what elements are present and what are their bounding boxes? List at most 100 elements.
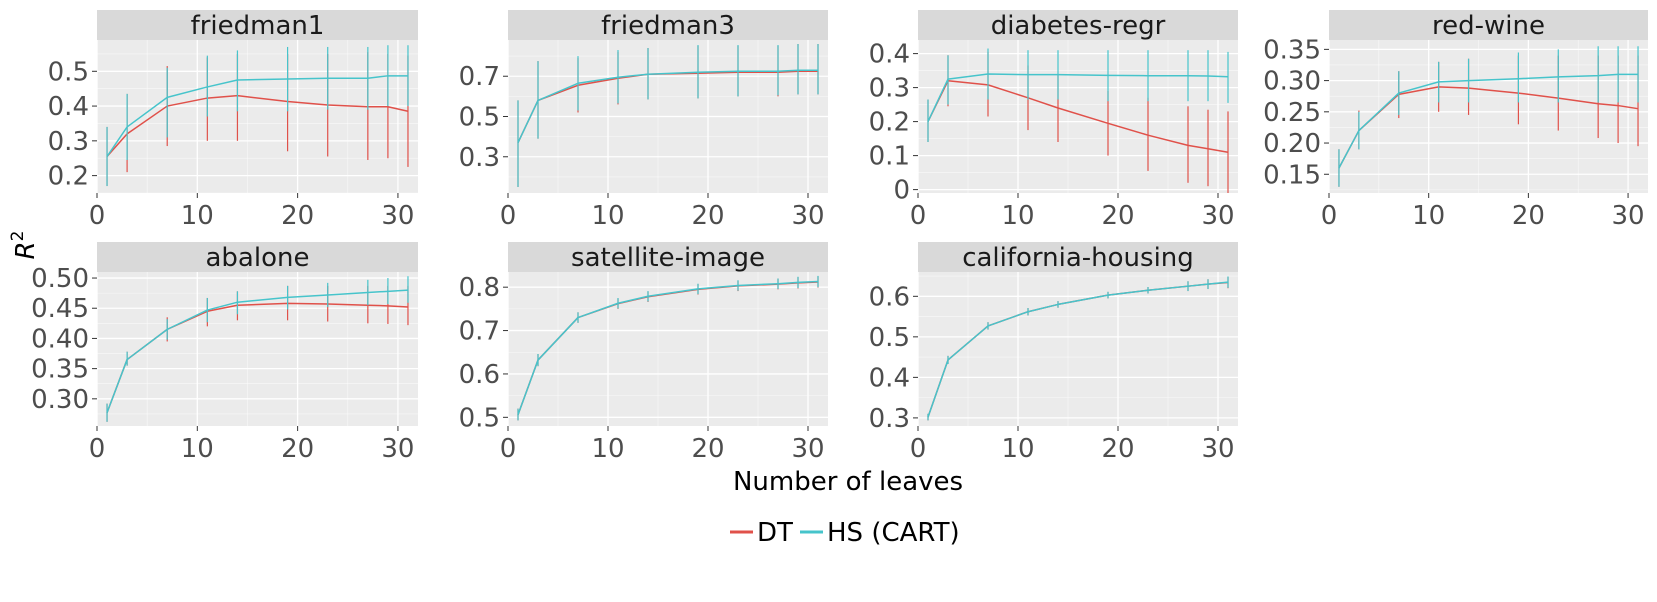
y-tick-label: 0.6 — [459, 360, 500, 390]
facet-strip — [97, 10, 418, 40]
facet-strip — [918, 10, 1238, 40]
panel-background — [97, 272, 418, 426]
series-line — [927, 80, 1229, 153]
y-tick-label: 0.30 — [31, 385, 89, 415]
y-tick-label: 0.3 — [459, 143, 500, 173]
y-tick-label: 0.35 — [31, 355, 89, 385]
x-tick-label: 0 — [1321, 201, 1338, 231]
x-tick-label: 0 — [89, 434, 106, 464]
series-line — [106, 75, 408, 157]
series-line — [927, 281, 1229, 418]
panel-background — [508, 272, 828, 426]
x-tick-label: 30 — [791, 434, 824, 464]
series-hs-cart — [927, 276, 1229, 421]
x-tick-label: 0 — [500, 434, 517, 464]
x-tick-label: 30 — [791, 201, 824, 231]
panel-background — [1329, 40, 1648, 193]
y-tick-label: 0.4 — [48, 92, 89, 122]
facet-title: friedman1 — [191, 11, 325, 41]
x-tick-label: 10 — [1001, 201, 1034, 231]
y-tick-label: 0.1 — [869, 142, 910, 172]
facet-title: satellite-image — [571, 243, 765, 273]
facet-panels: friedman1 0 10 20 30 0.2 0.3 0.4 0.5 friedman3 0 10… — [31, 10, 1648, 464]
legend: DT HS (CART) — [730, 518, 960, 548]
y-tick-label: 0.7 — [459, 317, 500, 347]
x-tick-label: 0 — [910, 201, 927, 231]
facet-california-housing: california-housing 0 10 20 30 0.3 0.4 0.5 0.6 — [869, 242, 1238, 464]
legend-label-dt: DT — [757, 518, 793, 548]
y-axis-title: R2 — [8, 231, 41, 260]
x-tick-label: 20 — [1512, 201, 1545, 231]
y-tick-label: 0.5 — [48, 57, 89, 87]
series-hs-cart — [517, 44, 819, 187]
y-tick-label: 0.4 — [869, 363, 910, 393]
series-hs-cart — [1338, 46, 1639, 187]
y-tick-label: 0.7 — [459, 62, 500, 92]
series-line — [1338, 73, 1639, 169]
series-dt — [927, 51, 1229, 193]
y-axis-title-symbol: R — [11, 241, 41, 259]
y-tick-label: 0 — [893, 176, 910, 206]
facet-strip — [508, 10, 828, 40]
y-tick-label: 0.3 — [869, 74, 910, 104]
series-hs-cart — [106, 276, 409, 422]
facet-title: diabetes-regr — [991, 11, 1166, 41]
facet-friedman1: friedman1 0 10 20 30 0.2 0.3 0.4 0.5 — [48, 10, 418, 231]
facet-satellite-image: satellite-image 0 10 20 30 0.5 0.6 0.7 0.8 — [459, 242, 828, 464]
facet-title: friedman3 — [601, 11, 735, 41]
y-tick-label: 0.35 — [1263, 35, 1321, 65]
x-tick-label: 10 — [1001, 434, 1034, 464]
x-tick-label: 20 — [691, 201, 724, 231]
legend-label-hs-cart: HS (CART) — [827, 518, 960, 548]
x-tick-label: 0 — [89, 201, 106, 231]
y-tick-label: 0.15 — [1263, 160, 1321, 190]
y-axis-title-superscript: 2 — [8, 231, 28, 242]
series-hs-cart — [106, 45, 409, 187]
x-tick-label: 20 — [1101, 201, 1134, 231]
series-line — [927, 73, 1229, 122]
x-tick-label: 0 — [910, 434, 927, 464]
facet-strip — [97, 242, 418, 272]
x-tick-label: 20 — [691, 434, 724, 464]
y-tick-label: 0.30 — [1263, 67, 1321, 97]
x-tick-label: 20 — [281, 434, 314, 464]
y-tick-label: 0.5 — [459, 403, 500, 433]
y-tick-label: 0.8 — [459, 273, 500, 303]
facet-title: california-housing — [962, 243, 1194, 273]
series-hs-cart — [517, 275, 819, 421]
facet-title: abalone — [206, 243, 310, 273]
x-tick-label: 10 — [591, 201, 624, 231]
x-tick-label: 30 — [1201, 201, 1234, 231]
x-tick-label: 30 — [381, 434, 414, 464]
y-tick-label: 0.6 — [869, 282, 910, 312]
panel-background — [97, 40, 418, 193]
series-line — [517, 69, 818, 143]
y-tick-label: 0.45 — [31, 294, 89, 324]
y-tick-label: 0.25 — [1263, 98, 1321, 128]
facet-title: red-wine — [1432, 11, 1545, 41]
y-tick-label: 0.5 — [869, 323, 910, 353]
y-tick-label: 0.40 — [31, 324, 89, 354]
y-tick-label: 0.3 — [48, 127, 89, 157]
x-tick-label: 20 — [1101, 434, 1134, 464]
y-tick-label: 0.50 — [31, 264, 89, 294]
y-tick-label: 0.20 — [1263, 129, 1321, 159]
series-hs-cart — [927, 48, 1229, 142]
x-tick-label: 10 — [1412, 201, 1445, 231]
y-tick-label: 0.4 — [869, 40, 910, 70]
facet-strip — [1329, 10, 1648, 40]
x-axis-title: Number of leaves — [733, 467, 963, 497]
panel-background — [918, 272, 1238, 426]
y-tick-label: 0.2 — [869, 108, 910, 138]
x-tick-label: 30 — [1201, 434, 1234, 464]
facet-friedman3: friedman3 0 10 20 30 0.3 0.5 0.7 — [459, 10, 828, 231]
series-line — [106, 289, 409, 413]
facet-strip — [918, 242, 1238, 272]
y-tick-label: 0.5 — [459, 103, 500, 133]
series-line — [517, 280, 819, 415]
x-tick-label: 10 — [591, 434, 624, 464]
y-tick-label: 0.3 — [869, 404, 910, 434]
series-line — [106, 94, 409, 157]
panel-background — [918, 40, 1238, 193]
